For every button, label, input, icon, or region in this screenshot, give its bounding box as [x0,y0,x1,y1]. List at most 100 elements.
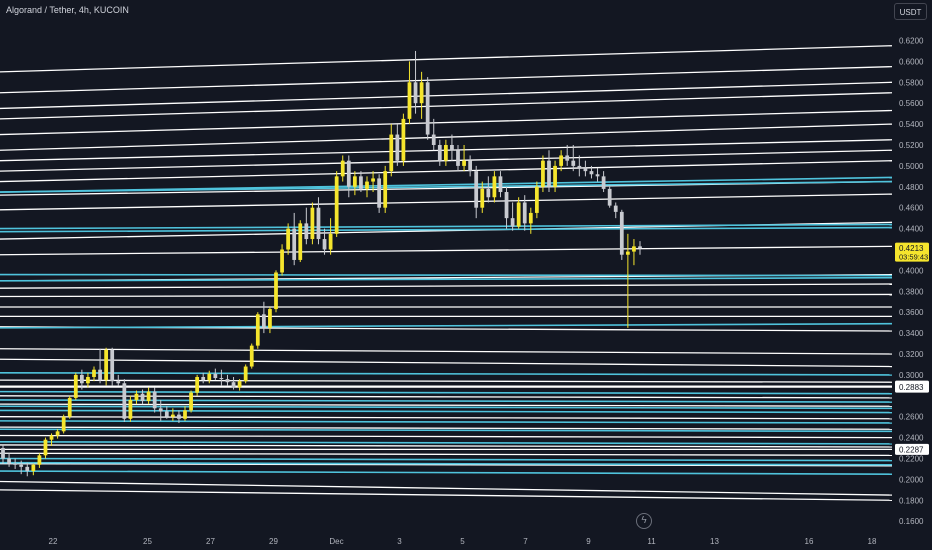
candle-body [395,134,400,161]
candle-body [79,374,84,384]
candle-body [456,150,460,166]
candle-body [231,382,236,388]
candle-body [255,314,260,346]
cyan-line [0,470,893,475]
lightning-icon[interactable]: ϟ [636,513,652,529]
time-tick-label: 7 [523,537,528,546]
price-axis[interactable]: 0.6200 0.6000 0.5800 0.5600 0.5400 0.5200 0.50… [894,0,932,550]
time-tick-label: 22 [49,537,58,546]
cyan-line [0,420,893,424]
candle-body [571,160,576,166]
white-line [0,81,893,110]
candle-body [298,223,303,260]
candle-body [352,176,357,187]
candle-body [389,134,394,172]
white-line [0,403,893,407]
candle-body [225,379,230,383]
candle-body [164,411,169,417]
white-line [0,283,893,289]
candle-body [346,160,351,187]
candle-body [528,212,533,224]
white-line [0,92,893,120]
candle-body [601,176,606,189]
time-tick-label: 11 [647,537,656,546]
cyan-line [0,223,893,230]
candle-body [49,435,54,440]
price-label-value: 0.2287 [899,445,924,454]
candle-body [92,369,96,377]
price-tick-label: 0.2600 [899,413,924,422]
white-line [0,358,893,368]
candle-body [134,393,139,400]
candle-body [504,192,509,219]
price-tick-label: 0.4000 [899,266,924,275]
white-line [0,65,893,94]
candle-body [365,181,369,189]
time-tick-label: 16 [805,537,814,546]
time-tick-label: 25 [143,537,152,546]
candle-body [401,118,406,161]
candle-body [237,381,242,388]
candle-body [559,155,564,166]
candle-body [413,82,418,104]
price-tick-label: 0.5800 [899,78,924,87]
chart-title: Algorand / Tether, 4h, KUCOIN [6,5,129,15]
candle-body [304,223,309,240]
price-label-value: 0.2883 [899,383,924,392]
cyan-line [0,428,893,433]
price-tick-label: 0.2000 [899,475,924,484]
white-line [0,434,893,439]
candle-body [31,464,36,472]
price-tick-label: 0.4800 [899,183,924,192]
countdown-label: 03:59:43 [899,253,928,262]
candle-body [274,272,278,310]
candle-body [383,171,388,208]
candle-body [37,455,42,465]
candle-body [104,349,109,381]
white-line [0,416,893,420]
price-tick-label: 0.5000 [899,162,924,171]
white-line [0,109,893,136]
candle-body [177,414,181,419]
candle-body [565,155,570,161]
candles [1,50,642,477]
candle-body [310,207,315,240]
time-axis[interactable]: 22 25 27 29 Dec 3 5 7 9 11 13 16 18 [49,537,877,546]
candle-body [25,466,30,472]
candle-body [625,251,630,255]
candle-body [486,188,491,198]
candle-body [128,399,133,419]
cyan-line [0,409,893,414]
white-line [0,293,893,298]
candle-body [19,464,24,467]
currency-button[interactable]: USDT [894,3,927,20]
price-tick-label: 0.3400 [899,329,924,338]
price-tick-label: 0.5400 [899,120,924,129]
candle-body [553,165,557,187]
candle-body [619,211,624,255]
candle-body [431,134,436,145]
candle-body [425,82,430,135]
candle-body [86,376,90,384]
time-tick-label: 27 [206,537,215,546]
time-tick-label: 18 [868,537,877,546]
cyan-line [0,405,893,410]
candle-body [219,378,224,380]
white-line [0,489,893,501]
price-tick-label: 0.5600 [899,99,924,108]
price-tick-label: 0.5200 [899,141,924,150]
time-tick-label: 3 [397,537,402,546]
candle-body [316,207,321,240]
candle-body [407,82,412,119]
candle-body [468,160,473,172]
candle-body [268,309,272,328]
candle-body [249,345,254,367]
white-line [0,426,893,430]
candle-body [474,171,479,208]
price-tick-label: 0.3800 [899,287,924,296]
candle-body [122,383,127,419]
price-label-value: 0.4213 [899,244,924,253]
candle-body [328,233,333,250]
